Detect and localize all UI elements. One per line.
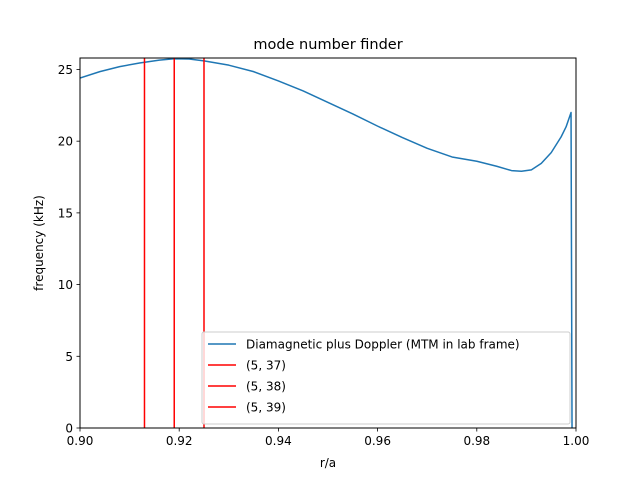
y-tick-label: 0: [65, 422, 73, 436]
x-tick-label: 0.96: [364, 434, 391, 448]
x-tick-label: 0.90: [67, 434, 94, 448]
plot-area: [80, 58, 573, 428]
plot-frame: [79, 57, 577, 429]
legend-label: (5, 38): [246, 380, 286, 394]
x-axis-label: r/a: [320, 456, 336, 470]
x-axis-ticks: 0.90 0.92 0.94 0.96 0.98 1.00: [67, 428, 590, 448]
chart-title: mode number finder: [253, 37, 402, 53]
y-tick-label: 15: [58, 206, 73, 220]
line-series-0: [80, 58, 573, 428]
legend-label: Diamagnetic plus Doppler (MTM in lab fra…: [246, 338, 520, 352]
y-axis-ticks: 0 5 10 15 20 25: [58, 63, 80, 436]
legend-label: (5, 39): [246, 401, 286, 415]
y-tick-label: 5: [65, 350, 73, 364]
x-tick-label: 0.92: [166, 434, 193, 448]
y-tick-label: 10: [58, 278, 73, 292]
legend-box: [201, 331, 571, 425]
legend-label: (5, 37): [246, 359, 286, 373]
y-axis-label: frequency (kHz): [32, 195, 46, 291]
x-tick-label: 1.00: [563, 434, 590, 448]
y-tick-label: 25: [58, 63, 73, 77]
legend: Diamagnetic plus Doppler (MTM in lab fra…: [201, 331, 571, 425]
x-tick-label: 0.98: [463, 434, 490, 448]
y-tick-label: 20: [58, 135, 73, 149]
x-tick-label: 0.94: [265, 434, 292, 448]
